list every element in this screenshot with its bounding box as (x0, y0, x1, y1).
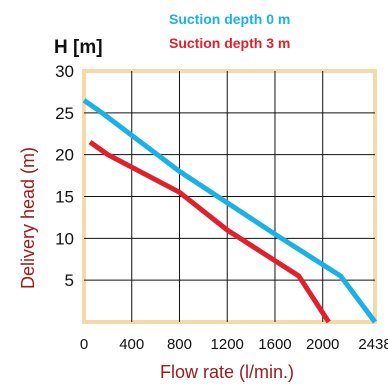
grid-lines (84, 71, 375, 322)
series-line-0 (82, 98, 378, 324)
x-axis-label: Flow rate (l/min.) (160, 362, 294, 382)
y-tick-label: 15 (55, 188, 74, 207)
legend-series-1: Suction depth 3 m (169, 35, 290, 51)
y-tick-label: 10 (55, 229, 74, 248)
y-tick-label: 25 (55, 104, 74, 123)
x-tick-label: 2000 (306, 336, 339, 353)
series-layer (82, 98, 378, 324)
y-unit-label: H [m] (54, 37, 103, 58)
legend-series-0: Suction depth 0 m (169, 11, 290, 27)
y-axis-label: Delivery head (m) (18, 147, 38, 289)
x-tick-label: 1200 (211, 336, 244, 353)
tick-labels: 0 400 800 1200 1600 2000 2438 5 10 15 20 25 30 (55, 62, 388, 353)
x-tick-label: 2438 (358, 336, 388, 353)
y-tick-label: 30 (55, 62, 74, 81)
y-tick-label: 5 (65, 271, 74, 290)
x-tick-label: 1600 (258, 336, 291, 353)
y-tick-label: 20 (55, 146, 74, 165)
x-tick-label: 400 (119, 336, 144, 353)
series-line-1 (88, 140, 331, 324)
x-tick-label: 800 (167, 336, 192, 353)
x-tick-label: 0 (80, 336, 88, 353)
